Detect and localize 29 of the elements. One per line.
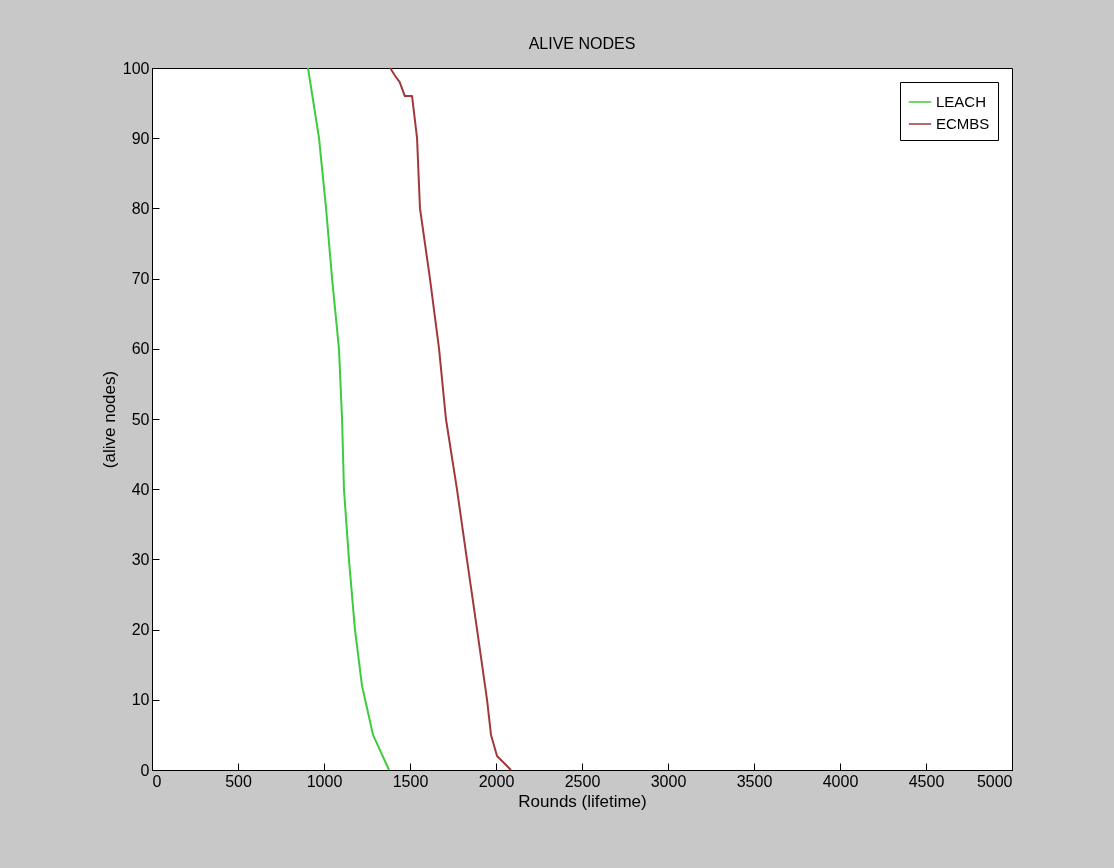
x-tick-label: 2000: [478, 772, 515, 790]
y-tick-label: 10: [131, 691, 150, 709]
y-tick-label: 0: [140, 761, 150, 779]
x-tick-label: 1500: [392, 772, 429, 790]
legend-label: ECMBS: [936, 115, 990, 132]
y-axis-title: (alive nodes): [99, 370, 119, 469]
legend-label: LEACH: [936, 93, 987, 110]
y-tick-label: 90: [131, 129, 150, 147]
x-tick-label: 500: [225, 772, 252, 790]
y-tick-label: 80: [131, 199, 150, 217]
y-tick-label: 100: [122, 59, 150, 77]
x-tick-label: 5000: [976, 772, 1013, 790]
y-tick-label: 50: [131, 410, 150, 428]
x-tick-label: 3500: [736, 772, 773, 790]
y-tick-label: 30: [131, 550, 150, 568]
x-tick-label: 1000: [306, 772, 343, 790]
y-tick-label: 20: [131, 621, 150, 639]
x-tick-label: 3000: [650, 772, 687, 790]
y-tick-label: 40: [131, 480, 150, 498]
x-tick-label: 0: [152, 772, 162, 790]
line-series: [389, 67, 512, 771]
x-tick-label: 4500: [908, 772, 945, 790]
y-tick-label: 60: [131, 340, 150, 358]
x-tick-label: 2500: [564, 772, 601, 790]
line-series: [307, 67, 391, 771]
chart-title: ALIVE NODES: [528, 35, 636, 52]
x-axis-title: Rounds (lifetime): [518, 791, 647, 811]
x-tick-label: 4000: [822, 772, 859, 790]
y-tick-label: 70: [131, 270, 150, 288]
